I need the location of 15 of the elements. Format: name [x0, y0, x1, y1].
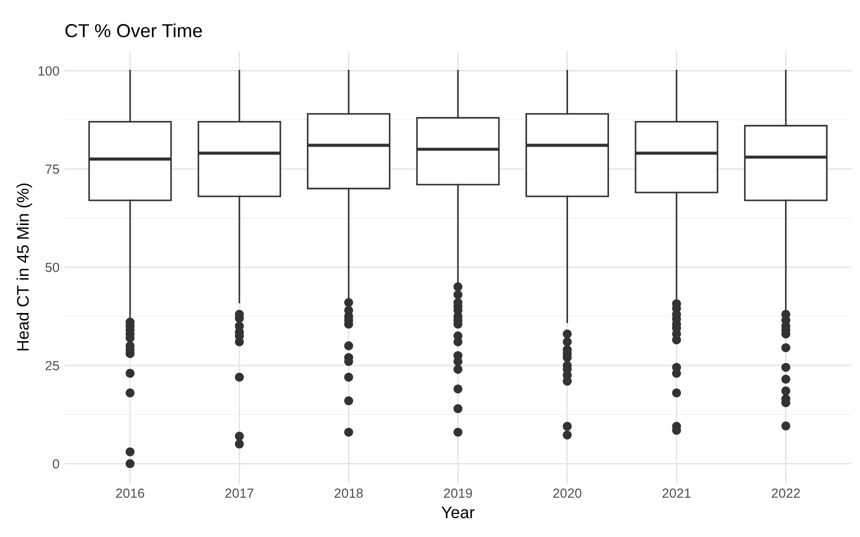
- x-tick-label: 2020: [553, 488, 582, 498]
- y-tick-label: 100: [38, 66, 60, 76]
- y-tick-label: 75: [46, 164, 60, 174]
- x-tick-label: 2017: [225, 488, 254, 498]
- x-axis-title: Year: [441, 506, 475, 518]
- chart-title: CT % Over Time: [65, 24, 202, 38]
- y-axis-title: Head CT in 45 Min (%): [16, 184, 32, 350]
- x-tick-label: 2019: [444, 488, 472, 498]
- y-tick-label: 25: [46, 360, 60, 370]
- x-tick-label: 2022: [772, 488, 800, 498]
- y-tick-label: 0: [52, 459, 60, 469]
- y-tick-label: 50: [45, 262, 60, 272]
- x-tick-label: 2016: [116, 488, 144, 498]
- x-tick-label: 2018: [334, 488, 363, 498]
- x-tick-label: 2021: [662, 488, 691, 498]
